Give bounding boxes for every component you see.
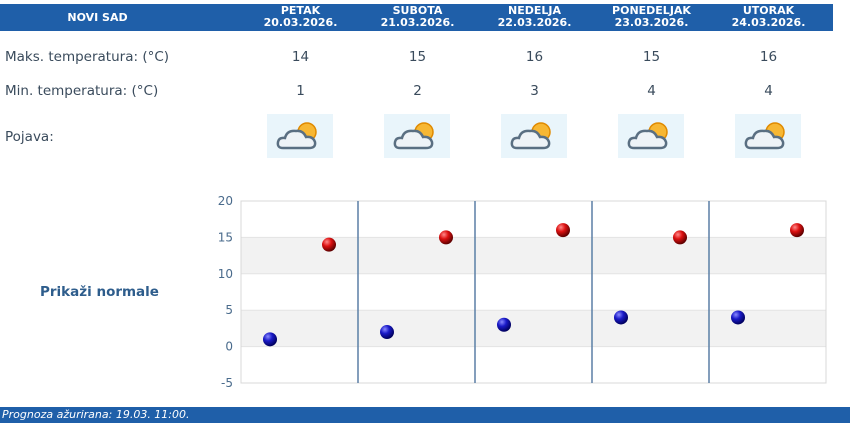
partly-cloudy-icon xyxy=(384,114,450,158)
day-date: 23.03.2026. xyxy=(614,16,689,29)
day-name: UTORAK xyxy=(742,4,795,17)
day-name: NEDELJA xyxy=(508,4,561,17)
min-temp-point xyxy=(497,317,511,332)
day-date: 24.03.2026. xyxy=(731,16,806,29)
day-name: SUBOTA xyxy=(392,4,443,17)
day-header-5: UTORAK 24.03.2026. xyxy=(710,5,827,29)
min-temp-value: 4 xyxy=(764,83,773,99)
day-header-4: PONEDELJAK 23.03.2026. xyxy=(593,5,710,29)
grid-band xyxy=(241,310,826,347)
max-temp-point xyxy=(790,223,804,238)
day-date: 21.03.2026. xyxy=(380,16,455,29)
partly-cloudy-icon xyxy=(501,114,567,158)
min-temp-value: 2 xyxy=(413,83,422,99)
max-temp-point xyxy=(439,230,453,245)
day-header-1: PETAK 20.03.2026. xyxy=(242,5,359,29)
min-temp-point xyxy=(380,325,394,340)
max-temp-point xyxy=(322,237,336,252)
day-header-3: NEDELJA 22.03.2026. xyxy=(476,5,593,29)
update-footer: Prognoza ažurirana: 19.03. 11:00. xyxy=(0,407,850,423)
min-temp-value: 1 xyxy=(296,83,305,99)
y-tick-label: -5 xyxy=(221,376,233,390)
day-name: PONEDELJAK xyxy=(612,4,691,17)
plot-border xyxy=(240,200,827,384)
max-temp-value: 15 xyxy=(642,49,661,65)
y-tick-label: 10 xyxy=(218,267,233,281)
y-tick-label: 5 xyxy=(225,303,233,317)
partly-cloudy-icon xyxy=(618,114,684,158)
min-temp-point xyxy=(263,332,277,347)
max-temp-label: Maks. temperatura: (°C) xyxy=(5,49,170,65)
y-tick-label: 20 xyxy=(218,194,233,208)
max-temp-point xyxy=(673,230,687,245)
city-name: NOVI SAD xyxy=(67,11,128,24)
y-tick-label: 0 xyxy=(225,340,233,354)
partly-cloudy-icon xyxy=(267,114,333,158)
max-temp-point xyxy=(556,223,570,238)
max-temp-value: 16 xyxy=(525,49,544,65)
min-temp-point xyxy=(731,310,745,325)
min-temp-point xyxy=(614,310,628,325)
partly-cloudy-icon xyxy=(735,114,801,158)
min-temp-value: 4 xyxy=(647,83,656,99)
y-tick-label: 15 xyxy=(218,230,233,244)
day-header-2: SUBOTA 21.03.2026. xyxy=(359,5,476,29)
show-normals-button[interactable]: Prikaži normale xyxy=(40,284,159,300)
min-temp-value: 3 xyxy=(530,83,539,99)
max-temp-value: 16 xyxy=(759,49,778,65)
max-temp-value: 15 xyxy=(408,49,427,65)
min-temp-label: Min. temperatura: (°C) xyxy=(5,83,159,99)
forecast-header: NOVI SAD PETAK 20.03.2026. SUBOTA 21.03.… xyxy=(0,4,833,31)
day-name: PETAK xyxy=(280,4,321,17)
day-date: 22.03.2026. xyxy=(497,16,572,29)
day-date: 20.03.2026. xyxy=(263,16,338,29)
temperature-chart: 20 15 10 5 0 -5 xyxy=(218,194,827,390)
phenomenon-label: Pojava: xyxy=(5,129,54,145)
grid-band xyxy=(241,237,826,274)
max-temp-value: 14 xyxy=(291,49,310,65)
